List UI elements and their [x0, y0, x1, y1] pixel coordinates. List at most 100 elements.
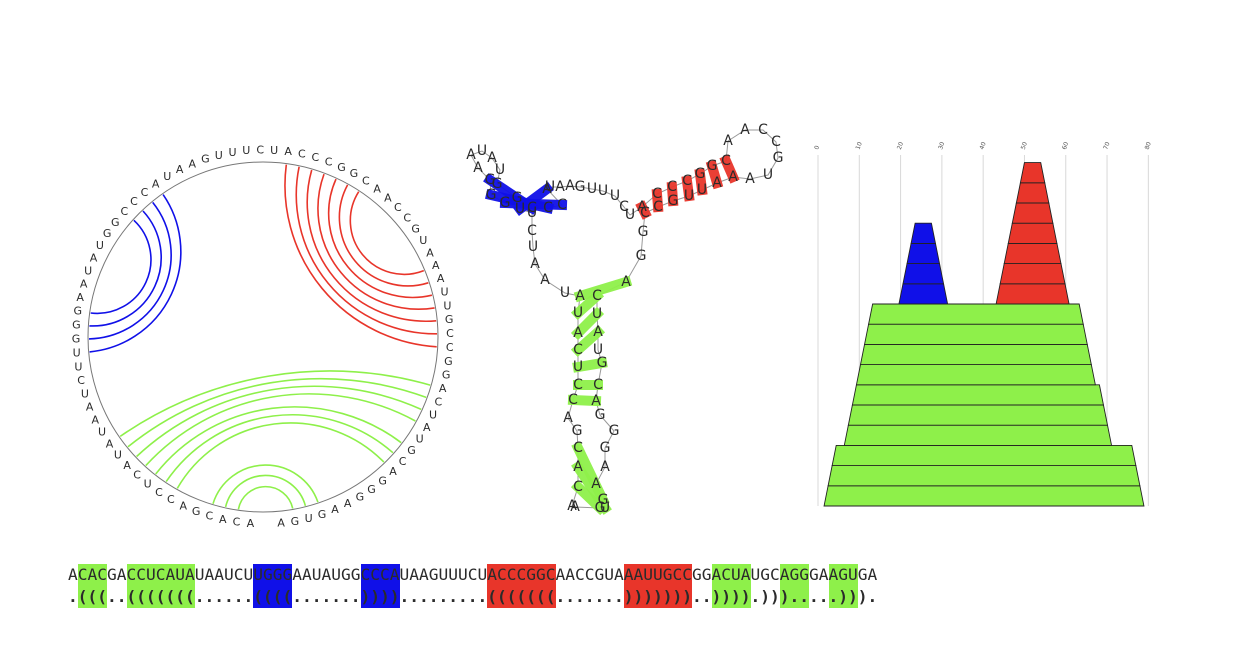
nucleotide-letter: C: [682, 173, 692, 189]
nucleotide-letter: G: [638, 224, 649, 240]
mountain-layer: [1019, 162, 1046, 184]
paired-base-bond: [694, 168, 708, 196]
nucleotide-letter: C: [721, 153, 731, 169]
arc-letter: A: [344, 497, 352, 510]
structure-char: .: [311, 587, 322, 606]
arc-letter: G: [291, 515, 300, 528]
sequence-char: G: [350, 565, 361, 584]
nucleotide-letter: A: [573, 459, 583, 475]
arc-letter: C: [399, 455, 407, 468]
sequence-char: A: [779, 564, 790, 586]
nucleotide-letter: A: [542, 181, 552, 197]
structure-char: (: [155, 586, 166, 608]
nucleotide-letter: U: [592, 306, 602, 322]
arc-letter: A: [76, 291, 84, 304]
sequence-char: C: [77, 564, 88, 586]
nucleotide-letter: G: [707, 158, 718, 174]
sequence-char: A: [623, 564, 634, 586]
arc-letter: U: [242, 144, 250, 157]
nucleotide-letter: U: [528, 239, 538, 255]
nucleotide-letter: A: [563, 410, 573, 426]
nucleotide-letter: A: [555, 179, 565, 195]
arc-letter: A: [284, 145, 292, 158]
sequence-char: A: [828, 564, 839, 586]
mountain-layer: [1011, 202, 1054, 224]
arc-letter: A: [247, 517, 255, 530]
structure-char: .: [224, 587, 234, 606]
structure-char: .: [809, 587, 819, 606]
sequence-char: U: [604, 565, 614, 584]
sequence-char: C: [584, 565, 595, 584]
nucleotide-letter: C: [573, 479, 583, 495]
structure-char: (: [282, 586, 293, 608]
structure-char: (: [77, 586, 88, 608]
sequence-char: U: [458, 565, 468, 584]
sequence-char: G: [282, 564, 293, 586]
structure-char: ): [711, 586, 722, 608]
sequence-char: C: [516, 564, 527, 586]
nucleotide-letter: A: [567, 498, 577, 514]
arc-letter: C: [394, 201, 402, 214]
nucleotide-letter: U: [697, 182, 707, 198]
nucleotide-letter: U: [545, 179, 555, 195]
paired-base-bond: [719, 154, 740, 184]
arc-letter: U: [429, 408, 437, 421]
structure-char: .: [341, 587, 351, 606]
nucleotide-letter: A: [723, 133, 733, 149]
structure-char: .: [214, 587, 224, 606]
sequence-char: G: [857, 565, 868, 584]
nucleotide-letter: G: [500, 195, 511, 211]
mountain-tick-label: 50: [1020, 141, 1029, 151]
nucleotide-letter: A: [473, 160, 483, 176]
arc-letter: C: [205, 510, 213, 523]
paired-base-bond: [570, 306, 605, 341]
nucleotide-letter: C: [771, 134, 781, 150]
nucleotide-letter: A: [540, 272, 550, 288]
sequence-char: C: [506, 564, 517, 586]
mountain-tick-label: 80: [1144, 141, 1153, 151]
structure-char: (: [487, 586, 497, 608]
sequence-char: G: [536, 564, 546, 586]
nucleotide-letter: U: [610, 188, 620, 204]
sequence-char: G: [838, 564, 848, 586]
base-pair-arc: [237, 485, 294, 510]
structure-char: (: [545, 586, 556, 608]
dot-bracket-line: .(((..(((((((......((((.......))))......…: [68, 586, 877, 608]
nucleotide-letter: A: [745, 171, 755, 187]
structure-char: ): [721, 586, 731, 608]
nucleotide-letter: G: [595, 500, 606, 516]
arc-letter: U: [73, 347, 81, 360]
mountain-plot: 0 10 20 30 40 50 60 70 80: [813, 141, 1153, 507]
nucleotide-letter: A: [728, 169, 738, 185]
secondary-structure-drawing: ACACGACCUCAUAUAAUCUUGGGAA U AUGGC C CAU A A G U U…: [466, 122, 783, 516]
nucleotide-letter: G: [572, 423, 583, 439]
structure-char: ): [672, 586, 683, 608]
nucleotide-letter: U: [573, 359, 583, 375]
arc-letter: A: [152, 177, 160, 190]
sequence-char: A: [633, 564, 644, 586]
arc-letter: U: [416, 433, 424, 446]
structure-char: ): [740, 586, 751, 608]
nucleotide-letter: U: [515, 201, 525, 217]
arc-letter: C: [77, 374, 85, 387]
arc-letter: C: [362, 174, 370, 187]
structure-char: .: [438, 587, 449, 606]
sequence-char: G: [799, 564, 809, 586]
structure-char: .: [107, 587, 117, 606]
arc-letter: A: [176, 163, 184, 176]
structure-char: .: [302, 587, 312, 606]
structure-char: .: [204, 587, 215, 606]
arc-letter: U: [419, 234, 427, 247]
arc-letter: C: [325, 155, 333, 168]
structure-char: .: [68, 587, 78, 606]
nucleotide-letter: A: [712, 175, 722, 191]
base-pair-arc: [89, 210, 162, 327]
backbone-line: [470, 129, 779, 509]
paired-base-bond: [567, 394, 602, 407]
arc-letter: U: [440, 286, 448, 299]
sequence-char: A: [565, 565, 575, 584]
structure-char: ): [838, 586, 848, 608]
structure-char: .: [750, 587, 761, 606]
base-pair-arcs: [88, 164, 438, 510]
